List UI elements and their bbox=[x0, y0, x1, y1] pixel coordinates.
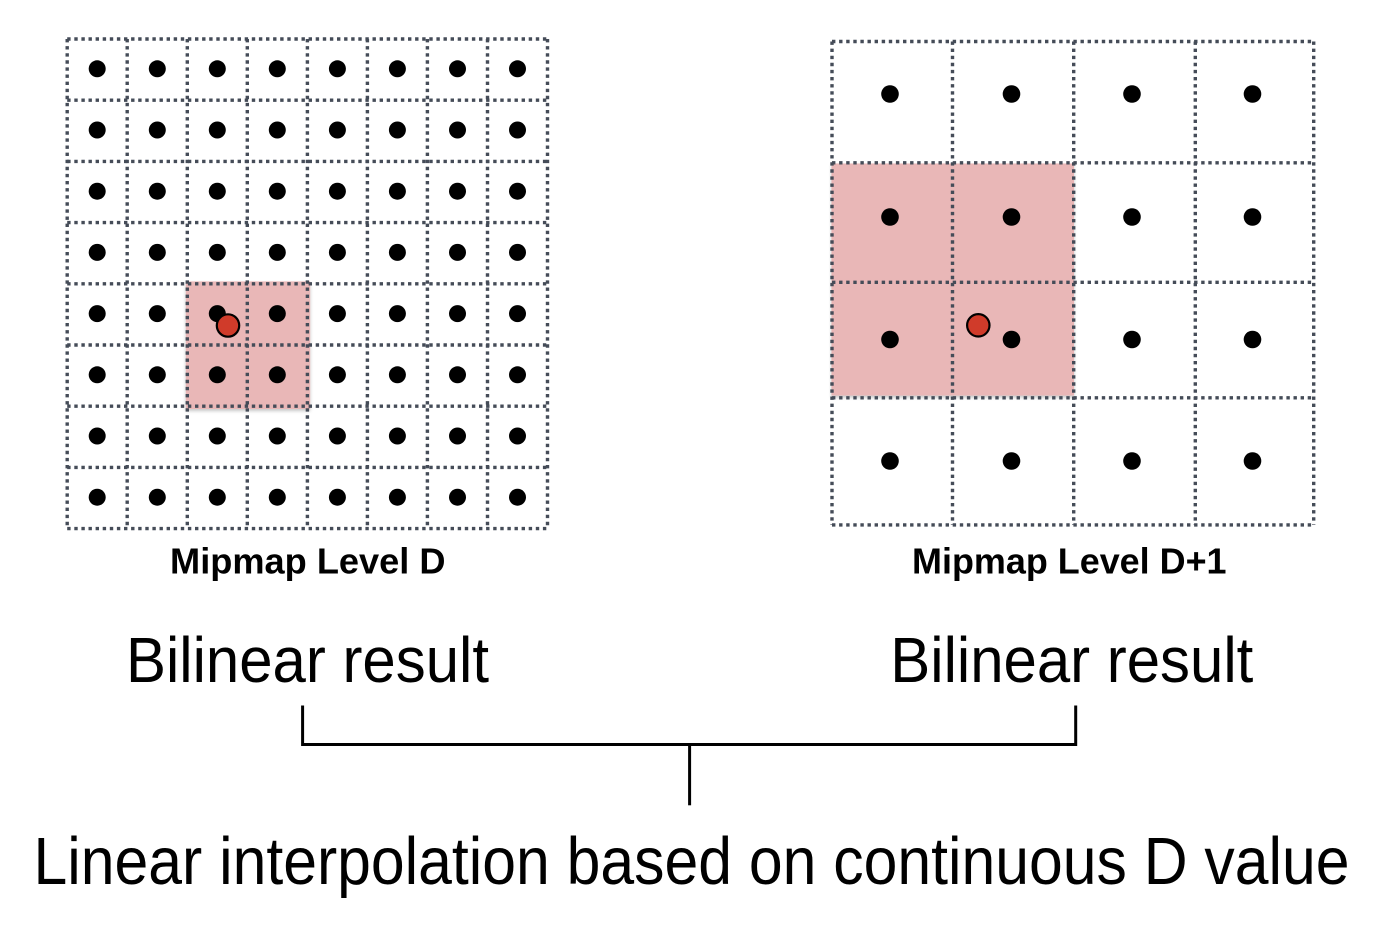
svg-text:Bilinear result: Bilinear result bbox=[890, 624, 1253, 696]
svg-text:Mipmap Level D: Mipmap Level D bbox=[170, 540, 446, 581]
svg-text:Linear interpolation based on: Linear interpolation based on continuous… bbox=[34, 824, 1350, 899]
svg-text:Bilinear result: Bilinear result bbox=[126, 624, 489, 696]
svg-text:Mipmap Level D+1: Mipmap Level D+1 bbox=[912, 540, 1227, 581]
